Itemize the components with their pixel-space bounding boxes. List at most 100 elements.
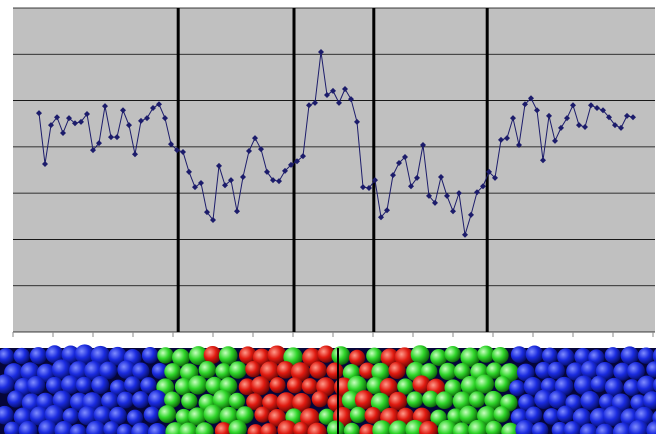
- particle: [44, 405, 64, 425]
- data-point: [168, 141, 174, 148]
- particle: [623, 379, 641, 397]
- particle: [485, 420, 503, 434]
- data-point: [336, 99, 342, 106]
- particle: [254, 406, 271, 423]
- particle: [293, 421, 310, 434]
- data-point: [570, 102, 576, 109]
- particle: [548, 390, 567, 409]
- particle: [602, 406, 623, 427]
- particle: [131, 422, 151, 434]
- particle: [579, 423, 598, 434]
- particle: [604, 377, 624, 397]
- particle: [0, 348, 15, 365]
- particle: [510, 346, 528, 363]
- particle: [453, 363, 471, 380]
- particle: [590, 375, 608, 393]
- particle: [141, 347, 159, 364]
- particle: [359, 423, 376, 434]
- data-point: [276, 178, 282, 185]
- particle: [459, 405, 478, 425]
- data-point: [282, 167, 288, 174]
- data-point: [534, 107, 540, 114]
- data-point: [522, 101, 528, 108]
- particle: [523, 377, 543, 396]
- particle: [652, 378, 656, 392]
- data-point: [162, 115, 168, 122]
- particle: [26, 376, 46, 395]
- data-point: [408, 183, 414, 190]
- particle: [437, 419, 458, 434]
- particle: [531, 422, 549, 434]
- data-point: [390, 172, 396, 179]
- particle: [69, 423, 87, 434]
- data-point: [600, 107, 606, 114]
- particle: [205, 376, 224, 395]
- particle: [331, 346, 351, 365]
- particle: [343, 422, 360, 434]
- particle: [525, 406, 543, 424]
- data-point: [480, 183, 486, 190]
- particle: [101, 392, 119, 410]
- particle: [61, 345, 80, 364]
- data-point: [126, 122, 132, 129]
- particle: [430, 349, 448, 366]
- data-point: [36, 110, 42, 117]
- data-point: [312, 99, 318, 106]
- data-point: [210, 216, 216, 223]
- particle: [178, 422, 198, 434]
- data-point: [240, 173, 246, 180]
- data-point: [396, 160, 402, 167]
- particle: [99, 361, 118, 380]
- particle: [90, 345, 111, 366]
- data-point: [588, 102, 594, 109]
- particle: [380, 348, 400, 367]
- data-point: [234, 208, 240, 215]
- data-point: [90, 147, 96, 154]
- data-point: [60, 129, 66, 136]
- particle: [276, 392, 297, 412]
- particle: [397, 407, 415, 425]
- particle: [246, 393, 263, 411]
- particle: [0, 374, 15, 394]
- particle: [491, 346, 509, 364]
- particle: [260, 361, 280, 382]
- particle: [147, 423, 167, 434]
- data-point: [540, 157, 546, 164]
- data-point: [456, 190, 462, 197]
- data-point: [306, 102, 312, 109]
- particle: [109, 406, 127, 425]
- particle: [318, 408, 335, 425]
- particle: [435, 391, 454, 410]
- data-point: [198, 179, 204, 186]
- particle: [518, 394, 536, 411]
- data-point: [594, 104, 600, 111]
- particle: [349, 349, 366, 366]
- particle: [151, 362, 168, 380]
- particle: [580, 391, 600, 411]
- particle: [236, 406, 254, 424]
- data-point: [366, 185, 372, 192]
- particle: [0, 405, 14, 425]
- particle: [646, 420, 656, 434]
- particle: [406, 391, 424, 408]
- data-point: [258, 146, 264, 153]
- particle: [509, 379, 526, 397]
- particle: [277, 420, 298, 434]
- data-point: [528, 95, 534, 102]
- data-point: [78, 118, 84, 125]
- particle: [116, 423, 134, 434]
- data-point: [558, 124, 564, 131]
- data-point: [324, 92, 330, 99]
- data-point: [246, 148, 252, 155]
- particle: [646, 361, 656, 378]
- particle: [604, 347, 621, 364]
- particle: [493, 406, 510, 423]
- particle: [420, 363, 438, 380]
- data-point: [102, 103, 108, 110]
- particle: [547, 361, 565, 380]
- particle: [468, 391, 486, 408]
- particle: [3, 421, 21, 434]
- particle: [61, 375, 80, 394]
- particle: [62, 407, 80, 425]
- particle: [250, 376, 270, 396]
